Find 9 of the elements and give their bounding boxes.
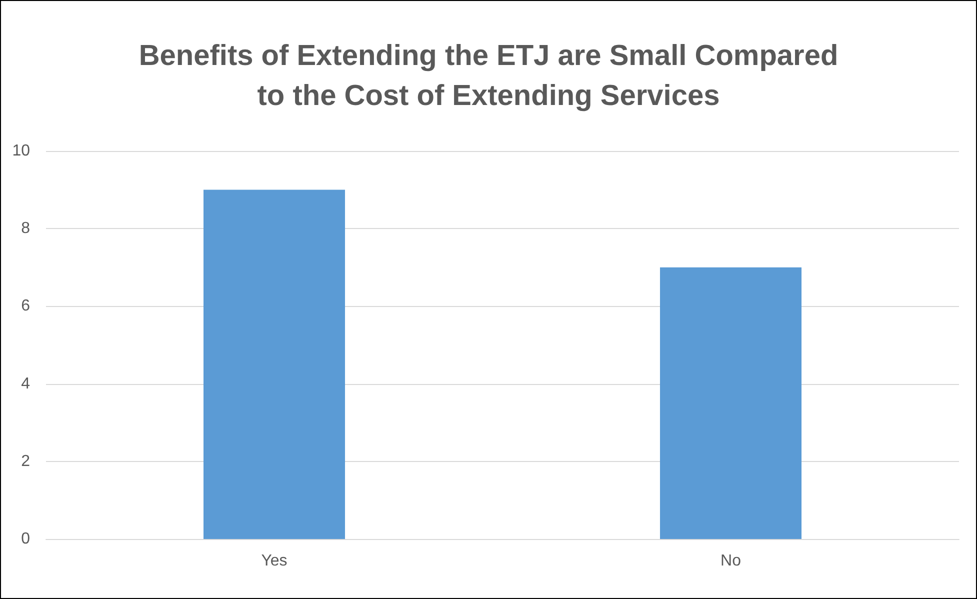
x-tick-label: No (720, 552, 742, 570)
y-tick-label: 0 (21, 530, 30, 548)
y-tick-label: 10 (12, 142, 30, 160)
y-tick-label: 6 (21, 298, 30, 315)
y-tick-label: 4 (21, 375, 30, 392)
y-tick-label: 8 (21, 220, 30, 238)
chart-title: Benefits of Extending the ETJ are Small Compared to the Cost of Extending Services (138, 40, 838, 112)
y-tick-label: 2 (21, 452, 30, 470)
x-tick-label: Yes (261, 552, 288, 570)
